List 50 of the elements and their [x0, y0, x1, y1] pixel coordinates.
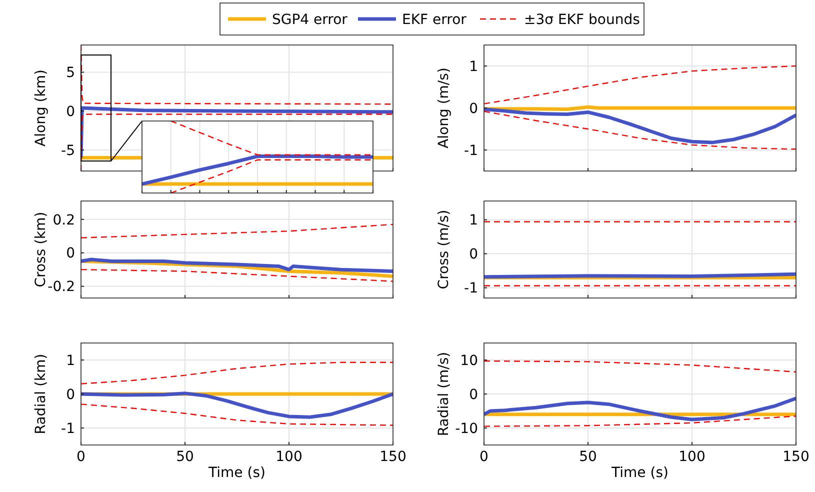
legend-label: ±3σ EKF bounds	[524, 12, 640, 28]
x-tick-label: 0	[480, 449, 488, 465]
line-series	[484, 360, 796, 372]
y-tick-label: -1	[61, 420, 75, 437]
x-axis-title: Time (s)	[208, 465, 266, 481]
y-tick-label: 0	[469, 246, 478, 263]
y-axis-title: Along (m/s)	[436, 68, 452, 148]
y-axis-title: Radial (km)	[33, 354, 49, 434]
y-tick-label: 1	[469, 212, 478, 229]
line-series	[81, 106, 393, 160]
y-tick-label: 5	[66, 65, 75, 82]
line-series	[484, 396, 796, 422]
y-tick-label: -1	[464, 142, 478, 159]
y-tick-label: -10	[455, 420, 478, 437]
line-series	[484, 110, 796, 150]
line-series	[81, 258, 393, 273]
x-tick-label: 50	[579, 449, 597, 465]
y-tick-label: 0	[66, 104, 75, 120]
y-axis-title: Cross (km)	[33, 212, 49, 288]
y-tick-label: 1	[469, 58, 478, 75]
legend-label: SGP4 error	[272, 12, 348, 28]
legend-label: EKF error	[402, 12, 467, 28]
y-tick-label: 0.2	[52, 212, 75, 228]
y-axis-title: Radial (m/s)	[436, 352, 452, 436]
x-axis-title: Time (s)	[610, 465, 668, 481]
x-tick-label: 50	[176, 449, 194, 465]
line-series	[484, 108, 796, 144]
line-series	[81, 404, 393, 426]
y-axis-title: Along (km)	[33, 70, 49, 146]
line-series	[81, 392, 393, 419]
y-tick-label: 0	[66, 246, 75, 262]
y-tick-label: 10	[460, 352, 478, 369]
x-tick-label: 150	[380, 449, 406, 465]
line-series	[484, 65, 796, 104]
y-tick-label: 0	[469, 386, 478, 403]
x-tick-label: 100	[276, 449, 302, 465]
y-axis-title: Cross (m/s)	[436, 210, 452, 290]
x-tick-label: 150	[782, 449, 810, 465]
y-tick-label: -0.2	[48, 279, 75, 296]
y-tick-label: 1	[66, 352, 75, 369]
y-tick-label: -1	[464, 280, 478, 297]
line-series	[81, 268, 393, 282]
y-tick-label: 0	[66, 386, 75, 403]
x-tick-label: 0	[76, 449, 86, 465]
line-series	[484, 416, 796, 427]
y-tick-label: -5	[61, 142, 75, 159]
x-tick-label: 100	[678, 449, 706, 465]
y-tick-label: 0	[469, 100, 478, 117]
line-series	[81, 362, 393, 384]
line-series	[81, 224, 393, 238]
